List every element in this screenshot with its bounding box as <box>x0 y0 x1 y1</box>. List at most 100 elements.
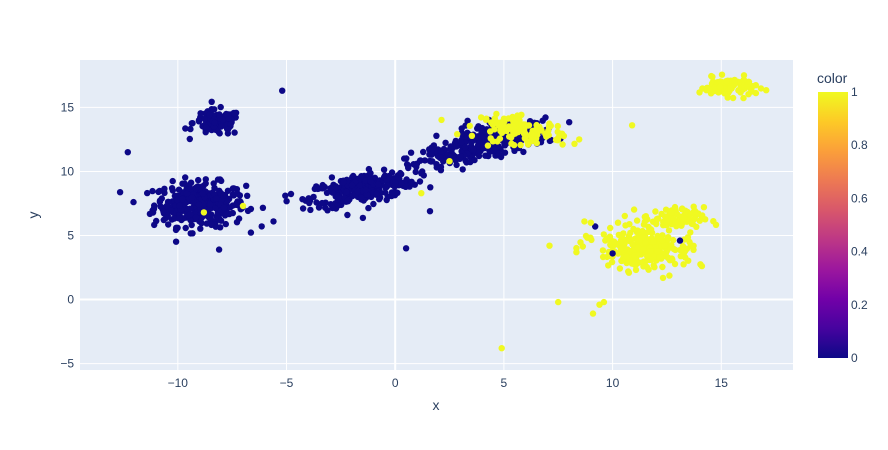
data-point <box>697 261 704 268</box>
y-tick-label: −5 <box>60 357 74 371</box>
data-point <box>524 122 532 129</box>
data-point <box>489 138 497 145</box>
data-point <box>658 210 665 218</box>
data-point <box>187 125 194 133</box>
data-point <box>428 145 436 153</box>
data-point <box>571 140 578 147</box>
data-point <box>348 181 356 189</box>
data-point <box>528 130 535 137</box>
data-point <box>217 217 225 224</box>
data-point <box>688 220 695 227</box>
data-point <box>622 222 629 229</box>
data-point <box>188 120 195 127</box>
data-point <box>374 181 382 188</box>
y-tick-labels: −5 0 5 10 15 <box>60 100 74 370</box>
data-point <box>282 192 289 199</box>
data-point <box>581 218 588 225</box>
data-point <box>661 242 669 249</box>
data-point <box>328 174 336 181</box>
data-point <box>437 148 444 156</box>
x-tick-label: −5 <box>280 376 294 390</box>
data-point <box>195 176 202 184</box>
data-point <box>354 187 361 195</box>
data-point <box>454 131 461 138</box>
data-point <box>509 117 517 124</box>
data-point <box>483 115 490 122</box>
data-point <box>156 187 163 195</box>
data-point <box>517 141 524 149</box>
data-point <box>665 227 673 234</box>
data-point <box>468 139 475 146</box>
data-point <box>389 189 396 196</box>
data-point <box>470 146 477 153</box>
data-point <box>555 298 562 306</box>
data-point <box>559 141 566 148</box>
data-point <box>452 137 459 145</box>
data-point <box>270 218 277 225</box>
colorbar-tick-labels: 0 0.2 0.4 0.6 0.8 1 <box>851 85 868 365</box>
data-point <box>412 168 419 176</box>
data-point <box>659 232 666 239</box>
data-point <box>224 126 232 133</box>
data-point <box>356 182 363 189</box>
data-point <box>175 186 183 193</box>
data-point <box>202 180 209 187</box>
data-point <box>447 143 454 150</box>
data-point <box>735 87 742 94</box>
data-point <box>587 234 594 241</box>
data-point <box>427 184 434 191</box>
data-point <box>144 189 151 197</box>
data-point <box>664 236 671 243</box>
data-point <box>677 253 684 260</box>
data-point <box>408 178 415 185</box>
data-point <box>592 223 599 230</box>
data-point <box>475 123 482 130</box>
data-point <box>199 190 207 197</box>
data-point <box>461 144 469 151</box>
data-point <box>182 224 189 232</box>
data-point <box>227 204 234 211</box>
data-point <box>217 103 224 111</box>
data-point <box>407 149 415 156</box>
data-point <box>693 223 700 230</box>
data-point <box>156 197 164 204</box>
data-point <box>174 196 181 204</box>
data-point <box>680 261 687 268</box>
colorbar <box>818 92 848 358</box>
y-tick-label: 15 <box>61 100 75 114</box>
data-point <box>384 193 391 200</box>
data-point <box>497 127 504 135</box>
data-point <box>433 132 440 139</box>
data-point <box>573 249 580 256</box>
data-point <box>197 225 204 232</box>
data-point <box>546 120 553 127</box>
data-point <box>506 133 513 140</box>
data-point <box>616 265 624 272</box>
data-point <box>616 239 624 246</box>
data-point <box>604 235 611 242</box>
data-point <box>179 195 186 203</box>
data-point <box>453 143 460 150</box>
data-point <box>367 178 374 185</box>
data-point <box>344 197 351 205</box>
data-point <box>398 179 405 187</box>
data-point <box>198 219 205 227</box>
data-point <box>547 136 555 144</box>
data-point <box>614 219 622 226</box>
data-point <box>652 208 659 215</box>
data-point <box>708 72 715 80</box>
data-point <box>687 241 695 249</box>
data-point <box>181 180 189 187</box>
data-point <box>654 248 661 255</box>
data-point <box>222 211 229 218</box>
data-point <box>198 215 205 222</box>
data-point <box>452 157 459 164</box>
data-point <box>195 117 203 124</box>
data-point <box>197 110 204 117</box>
data-point <box>151 221 158 229</box>
data-point <box>515 135 522 142</box>
data-point <box>259 204 267 211</box>
data-points <box>116 71 770 352</box>
data-point <box>332 184 340 192</box>
data-point <box>493 118 500 126</box>
